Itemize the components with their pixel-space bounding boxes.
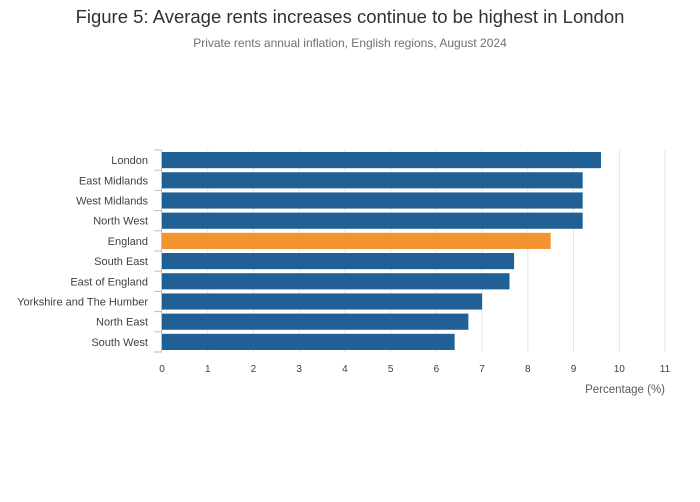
x-tick-label-6: 6 [434, 364, 440, 375]
x-tick-label-5: 5 [388, 364, 394, 375]
y-tick-label-west-midlands: West Midlands [76, 196, 148, 208]
x-tick-label-3: 3 [296, 364, 302, 375]
y-tick-label-london: London [111, 155, 148, 167]
x-tick-label-7: 7 [479, 364, 485, 375]
bar-south-west [162, 333, 455, 350]
x-tick-label-8: 8 [525, 364, 531, 375]
y-tick-label-yorkshire-and-the-humber: Yorkshire and The Humber [17, 297, 148, 309]
bar-north-west [162, 212, 583, 229]
x-axis-title: Percentage (%) [585, 384, 665, 396]
y-tick-label-north-east: North East [96, 317, 148, 329]
bar-london [162, 152, 601, 169]
bars [162, 152, 601, 350]
x-tick-label-0: 0 [159, 364, 165, 375]
x-tick-label-9: 9 [571, 364, 577, 375]
x-tick-label-10: 10 [614, 364, 626, 375]
bar-north-east [162, 313, 469, 330]
y-tick-label-south-west: South West [91, 337, 148, 349]
x-tick-label-2: 2 [251, 364, 257, 375]
bar-england [162, 232, 551, 249]
bar-west-midlands [162, 192, 583, 209]
bar-yorkshire-and-the-humber [162, 293, 483, 310]
x-axis: 0 1 2 3 4 5 6 7 8 9 10 11 [159, 364, 670, 375]
y-tick-label-south-east: South East [94, 256, 148, 268]
bar-south-east [162, 253, 515, 270]
bar-east-midlands [162, 172, 583, 189]
y-tick-label-england: England [108, 236, 148, 248]
y-tick-label-north-west: North West [93, 216, 148, 228]
y-axis: London East Midlands West Midlands North We… [17, 149, 162, 353]
bar-east-of-england [162, 273, 510, 290]
y-tick-label-east-midlands: East Midlands [79, 175, 149, 187]
chart-title: Figure 5: Average rents increases contin… [75, 6, 625, 27]
chart-subtitle: Private rents annual inflation, English … [193, 36, 507, 50]
x-tick-label-1: 1 [205, 364, 211, 375]
x-tick-label-11: 11 [660, 364, 671, 375]
x-tick-label-4: 4 [342, 364, 348, 375]
y-tick-label-east-of-england: East of England [70, 276, 148, 288]
